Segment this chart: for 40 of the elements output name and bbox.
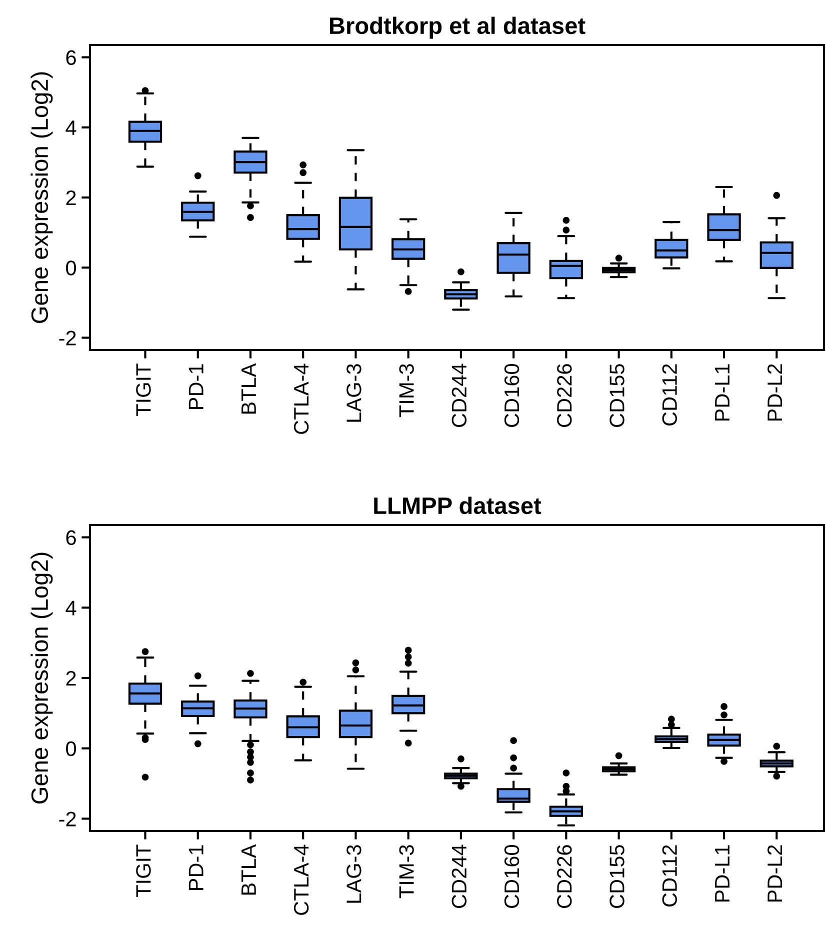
x-tick-label: CD244 [452, 844, 467, 908]
x-tick-label: TIM-3 [399, 364, 414, 418]
x-tick-label: PD-L2 [767, 845, 782, 902]
y-tick-label: 2 [66, 671, 76, 686]
x-tick-label: LAG-3 [346, 845, 362, 903]
x-tick-label: CTLA-4 [294, 364, 309, 434]
x-tick-label: CTLA-4 [294, 844, 309, 915]
x-tick-label: CD155 [610, 845, 624, 908]
y-axis-title: Gene expression (Log2) [30, 552, 53, 804]
x-tick-label: PD-L2 [767, 364, 782, 421]
x-tick-label: PD-L1 [715, 845, 730, 902]
x-tick-label: CD226 [557, 845, 572, 908]
x-tick-label: CD112 [662, 845, 678, 906]
y-tick-label: 6 [66, 530, 76, 546]
y-tick-label: 4 [66, 120, 76, 135]
x-tick-label: PD-1 [188, 845, 204, 890]
x-tick-label: TIGIT [136, 844, 151, 897]
y-tick-label: 0 [66, 260, 76, 276]
x-tick-label: CD226 [557, 364, 572, 427]
x-tick-label: BTLA [242, 363, 256, 414]
y-tick-label: 4 [66, 600, 76, 616]
chart-title: Brodtkorp et al dataset [330, 16, 586, 39]
x-tick-label: PD-L1 [715, 364, 730, 421]
x-tick-label: TIGIT [136, 364, 151, 416]
y-tick-label: -2 [59, 812, 76, 826]
y-tick-label: 0 [66, 741, 76, 756]
y-tick-label: 6 [66, 50, 76, 66]
x-tick-label: PD-1 [188, 364, 204, 409]
x-tick-label: CD155 [610, 364, 624, 427]
x-tick-label: CD160 [504, 845, 520, 908]
x-tick-label: BTLA [242, 844, 256, 895]
x-tick-label: CD160 [504, 364, 520, 427]
y-tick-label: -2 [59, 330, 76, 346]
x-tick-label: CD112 [662, 364, 678, 426]
y-tick-label: 2 [66, 190, 76, 206]
y-axis-title: Gene expression (Log2) [30, 72, 53, 323]
x-tick-label: LAG-3 [346, 364, 362, 422]
chart-title: LLMPP dataset [374, 496, 542, 514]
x-tick-label: CD244 [452, 364, 467, 427]
x-tick-label: TIM-3 [399, 845, 414, 898]
